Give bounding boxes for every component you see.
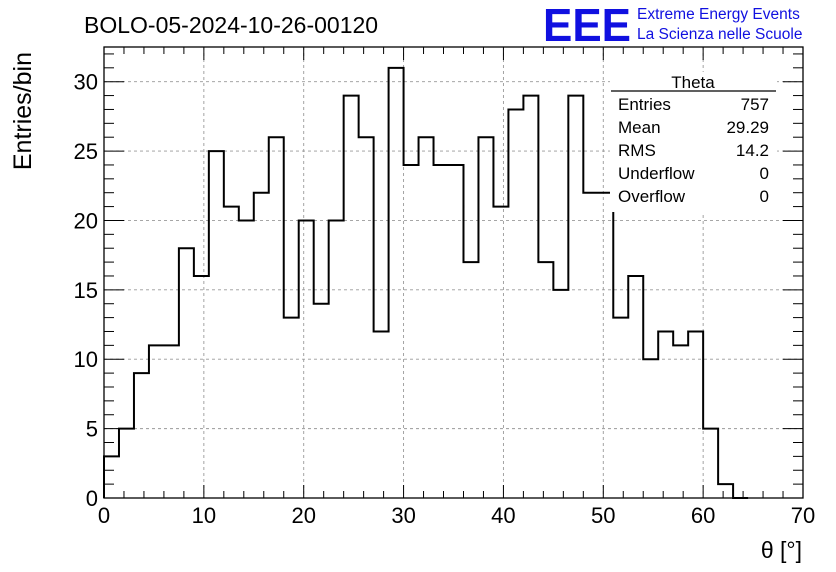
histogram-bin xyxy=(164,345,179,498)
histogram-bin xyxy=(389,68,404,498)
histogram-bin xyxy=(284,318,299,498)
stats-label-mean: Mean xyxy=(618,118,661,137)
histogram-bin xyxy=(269,137,284,498)
y-tick-label: 0 xyxy=(86,486,98,511)
histogram-bin xyxy=(224,207,239,498)
histogram-bin xyxy=(583,193,598,498)
stats-box-background xyxy=(610,72,777,212)
histogram-bin xyxy=(359,137,374,498)
histogram-bin xyxy=(718,484,733,498)
histogram-bin xyxy=(613,318,628,498)
histogram-bin xyxy=(478,137,493,498)
stats-value-rms: 14.2 xyxy=(736,141,769,160)
y-tick-label: 15 xyxy=(74,278,98,303)
stats-value-underflow: 0 xyxy=(760,164,769,183)
histogram-bin xyxy=(449,165,464,498)
stats-title: Theta xyxy=(671,73,715,92)
histogram-bin xyxy=(703,429,718,498)
x-tick-label: 70 xyxy=(791,503,815,528)
histogram-bin xyxy=(329,220,344,498)
histogram-bin xyxy=(643,359,658,498)
x-tick-label: 10 xyxy=(192,503,216,528)
x-tick-label: 40 xyxy=(491,503,515,528)
stats-label-rms: RMS xyxy=(618,141,656,160)
x-axis-label: θ [°] xyxy=(761,537,802,563)
x-tick-label: 0 xyxy=(98,503,110,528)
histogram-bin xyxy=(254,193,269,498)
histogram-bin xyxy=(568,96,583,498)
histogram-bin xyxy=(119,429,134,498)
histogram-bin xyxy=(419,137,434,498)
stats-box: Theta Entries 757 Mean 29.29 RMS 14.2 Un… xyxy=(610,72,777,212)
y-tick-label: 25 xyxy=(74,139,98,164)
histogram-bin xyxy=(374,331,389,498)
chart-title: BOLO-05-2024-10-26-00120 xyxy=(84,12,378,38)
histogram-bin xyxy=(658,331,673,498)
histogram-bin xyxy=(149,345,164,498)
histogram-bin xyxy=(523,96,538,498)
histogram-bin xyxy=(104,456,119,498)
x-tick-label: 30 xyxy=(391,503,415,528)
histogram-bin xyxy=(179,248,194,498)
histogram-bin xyxy=(194,276,209,498)
histogram-bin xyxy=(598,193,613,498)
histogram-bin xyxy=(314,304,329,498)
histogram-outline xyxy=(103,66,749,499)
histogram-bin xyxy=(299,220,314,498)
stats-value-mean: 29.29 xyxy=(726,118,769,137)
histogram-bin xyxy=(404,165,419,498)
stats-label-underflow: Underflow xyxy=(618,164,695,183)
stats-label-entries: Entries xyxy=(618,95,671,114)
histogram-bin xyxy=(673,345,688,498)
stats-label-overflow: Overflow xyxy=(618,187,686,206)
logo-line-1: Extreme Energy Events xyxy=(637,6,800,23)
histogram-bin xyxy=(553,290,568,498)
stats-value-entries: 757 xyxy=(741,95,769,114)
histogram-series xyxy=(103,66,749,499)
histogram-bin xyxy=(538,262,553,498)
stats-value-overflow: 0 xyxy=(760,187,769,206)
histogram-bin xyxy=(688,331,703,498)
y-tick-label: 10 xyxy=(74,347,98,372)
histogram-bin xyxy=(209,151,224,498)
histogram-bin xyxy=(239,220,254,498)
x-tick-label: 20 xyxy=(291,503,315,528)
x-tick-labels: 0 10 20 30 40 50 60 70 xyxy=(98,503,815,528)
histogram-bin xyxy=(463,262,478,498)
histogram-bin xyxy=(508,109,523,498)
plot-frame xyxy=(103,46,804,499)
x-tick-label: 50 xyxy=(591,503,615,528)
histogram-bin xyxy=(493,207,508,498)
y-tick-label: 5 xyxy=(86,417,98,442)
histogram-bin xyxy=(434,165,449,498)
y-tick-labels: 0 5 10 15 20 25 30 xyxy=(74,70,98,511)
histogram-bin xyxy=(628,276,643,498)
logo-line-2: La Scienza nelle Scuole xyxy=(637,26,802,43)
y-tick-label: 30 xyxy=(74,70,98,95)
eee-logo-mark: EEE xyxy=(543,0,631,51)
y-tick-label: 20 xyxy=(74,208,98,233)
histogram-bin xyxy=(344,96,359,498)
histogram-bin xyxy=(134,373,149,498)
y-axis-label: Entries/bin xyxy=(9,52,37,170)
axis-ticks xyxy=(103,47,804,499)
x-tick-label: 60 xyxy=(691,503,715,528)
